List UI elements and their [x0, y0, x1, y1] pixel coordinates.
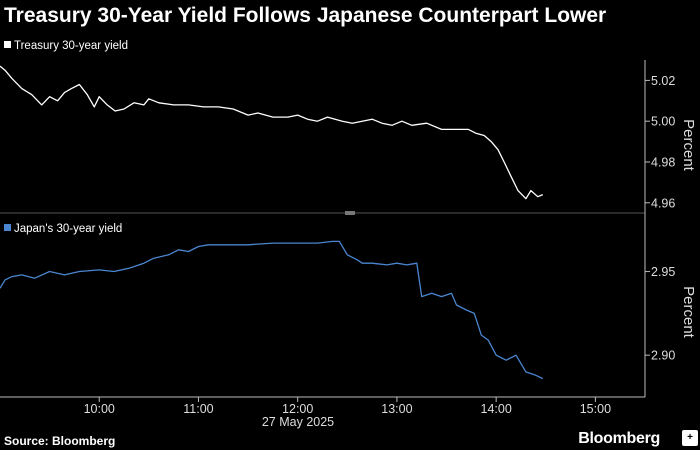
- x-axis-date-label: 27 May 2025: [262, 415, 334, 429]
- y-tick-label-top: 5.02: [651, 74, 675, 88]
- x-tick-label: 14:00: [481, 402, 512, 416]
- panel-divider-handle: [345, 211, 355, 215]
- series-line-japan: [0, 240, 544, 380]
- x-tick-label: 12:00: [282, 402, 313, 416]
- x-tick-label: 11:00: [183, 402, 213, 416]
- chart-title: Treasury 30-Year Yield Follows Japanese …: [4, 4, 607, 27]
- y-ticks-bottom: 2.90 2.95: [645, 265, 675, 363]
- legend-label-japan: Japan's 30-year yield: [14, 223, 123, 235]
- legend-japan: Japan's 30-year yield: [4, 223, 122, 235]
- y-ticks-top: 4.96 4.98 5.00 5.02: [645, 74, 675, 210]
- y-tick-label-top: 4.98: [651, 156, 675, 170]
- y-tick-label-bottom: 2.90: [651, 349, 675, 363]
- y-axis-label-bottom: Percent: [680, 286, 697, 339]
- bloomberg-plus-icon: +: [682, 430, 698, 446]
- series-line-treasury: [0, 65, 544, 200]
- x-ticks: 10:00 11:00 12:00 13:00 14:00 15:00: [84, 397, 611, 416]
- legend-label-treasury: Treasury 30-year yield: [14, 40, 128, 52]
- y-axis-label-top: Percent: [680, 119, 697, 172]
- y-tick-label-top: 5.00: [651, 115, 675, 129]
- legend-treasury: Treasury 30-year yield: [4, 40, 128, 52]
- x-tick-label: 15:00: [580, 402, 611, 416]
- legend-swatch-treasury: [4, 41, 11, 48]
- y-tick-label-top: 4.96: [651, 196, 675, 210]
- y-tick-label-bottom: 2.95: [651, 265, 675, 279]
- x-tick-label: 10:00: [84, 402, 115, 416]
- legend-swatch-japan: [4, 224, 11, 231]
- x-tick-label: 13:00: [381, 402, 412, 416]
- source-note: Source: Bloomberg: [4, 434, 116, 448]
- brand-logo: Bloomberg: [578, 430, 660, 447]
